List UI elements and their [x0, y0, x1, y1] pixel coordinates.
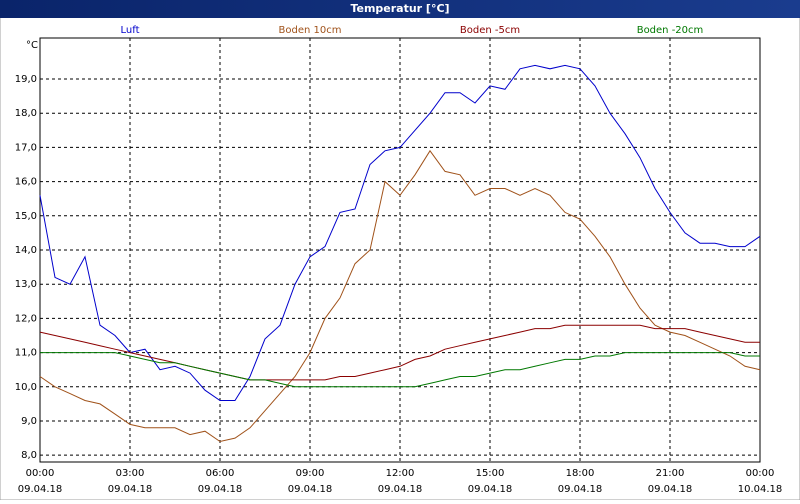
y-tick-label: 9,0: [21, 416, 37, 427]
x-tick-label: 09:00: [296, 468, 325, 479]
title-bar: [0, 0, 800, 18]
x-tick-label: 06:00: [206, 468, 235, 479]
series-line: [40, 352, 760, 388]
legend-entry: Boden -5cm: [460, 25, 520, 36]
y-tick-label: 13,0: [15, 279, 37, 290]
x-tick-date: 09.04.18: [558, 484, 603, 495]
x-tick-label: 03:00: [116, 468, 145, 479]
x-tick-date: 09.04.18: [18, 484, 63, 495]
y-tick-label: 18,0: [15, 108, 37, 119]
x-tick-label: 18:00: [566, 468, 595, 479]
x-tick-date: 10.04.18: [738, 484, 783, 495]
chart-title: Temperatur [°C]: [350, 2, 449, 15]
y-tick-label: 10,0: [15, 382, 37, 393]
y-tick-label: 19,0: [15, 74, 37, 85]
series-line: [39, 324, 760, 381]
x-tick-label: 21:00: [656, 468, 685, 479]
x-tick-date: 09.04.18: [468, 484, 513, 495]
y-tick-label: 16,0: [15, 177, 37, 188]
y-tick-label: 12,0: [15, 313, 37, 324]
x-tick-date: 09.04.18: [108, 484, 153, 495]
x-tick-date: 09.04.18: [378, 484, 423, 495]
x-tick-date: 09.04.18: [198, 484, 243, 495]
x-tick-label: 00:00: [26, 468, 55, 479]
y-tick-label: 15,0: [15, 211, 37, 222]
series-line: [39, 149, 761, 443]
series-line: [39, 64, 761, 401]
y-tick-label: 17,0: [15, 142, 37, 153]
legend-entry: Boden -20cm: [637, 25, 704, 36]
y-tick-label: 11,0: [15, 348, 37, 359]
x-tick-label: 00:00: [746, 468, 775, 479]
x-tick-date: 09.04.18: [288, 484, 333, 495]
x-tick-date: 09.04.18: [648, 484, 693, 495]
y-unit: °C: [26, 40, 38, 51]
x-tick-label: 12:00: [386, 468, 415, 479]
x-tick-label: 15:00: [476, 468, 505, 479]
y-tick-label: 14,0: [15, 245, 37, 256]
y-tick-label: 8,0: [21, 450, 37, 461]
legend-entry: Luft: [121, 25, 140, 36]
legend-entry: Boden 10cm: [279, 25, 342, 36]
